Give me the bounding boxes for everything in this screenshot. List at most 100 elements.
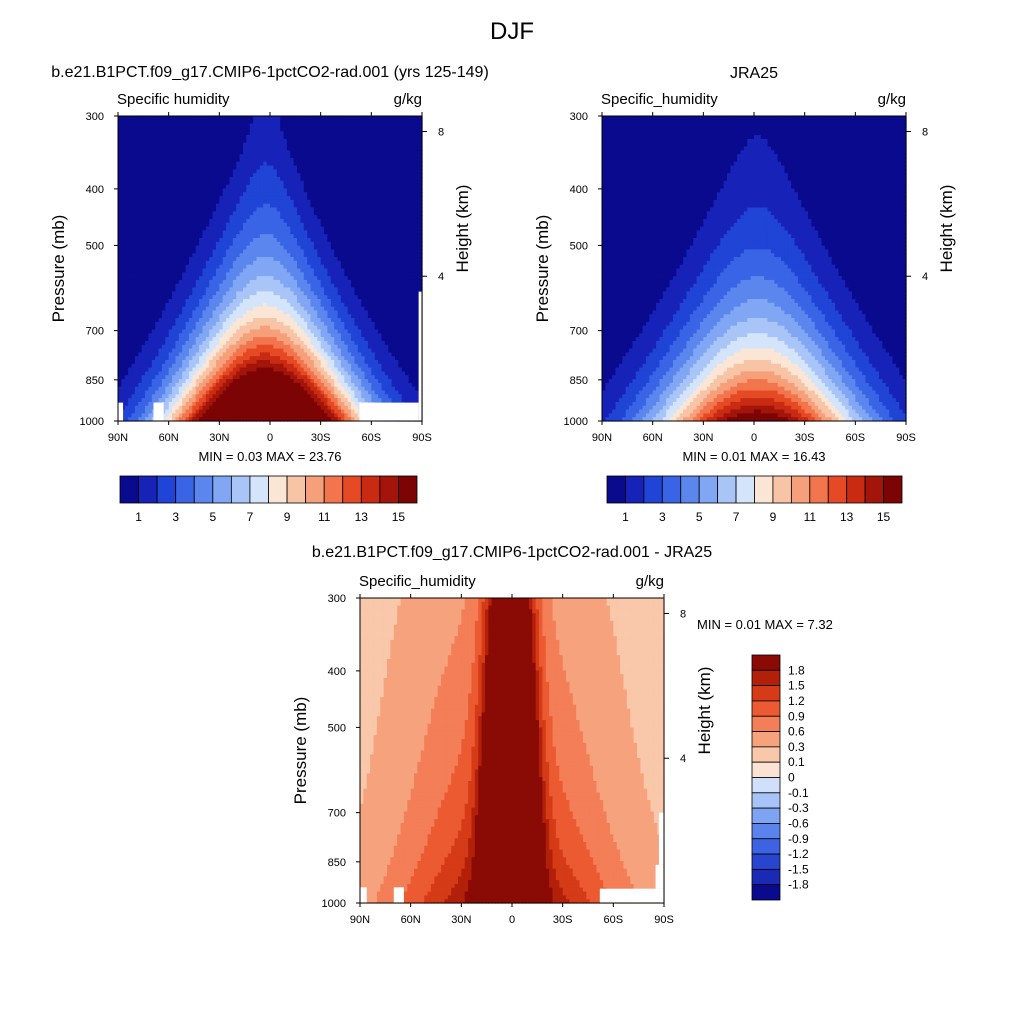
colorbar-label: 13	[355, 510, 369, 524]
colorbar-label: 0.9	[788, 709, 805, 723]
colorbar-box	[119, 475, 139, 504]
y-tick-label: 850	[570, 375, 588, 387]
colorbar-box	[735, 475, 755, 504]
y-tick-label: 300	[86, 111, 104, 123]
y-tick-label: 300	[570, 111, 588, 123]
colorbar-box	[751, 746, 781, 763]
y-tick-label: 300	[328, 593, 346, 605]
colorbar-box	[790, 475, 811, 504]
colorbar-box	[193, 475, 214, 504]
x-tick-label: 30N	[451, 914, 471, 926]
y-tick-label: 400	[570, 184, 588, 196]
colorbar-box	[751, 777, 781, 794]
y2-tick-label: 8	[438, 126, 444, 138]
axes: 90N 60N 30N 0 30S 60S 90S 300 400 500 700 850 1000 8 4…	[49, 64, 489, 464]
colorbar-box	[212, 475, 232, 504]
stats-text: MIN = 0.01 MAX = 7.32	[697, 617, 833, 632]
y-axis-label: Pressure (mb)	[533, 215, 552, 323]
panel-title: JRA25	[730, 65, 778, 82]
missing-data-mask	[360, 812, 664, 903]
colorbar-box	[751, 792, 781, 809]
x-tick-label: 60S	[604, 914, 624, 926]
x-tick-label: 30N	[693, 432, 713, 444]
colorbar-label: 9	[284, 510, 291, 524]
colorbar-box	[751, 823, 781, 840]
colorbar-box	[698, 475, 719, 504]
colorbar-label: 11	[804, 510, 817, 524]
x-tick-label: 90N	[108, 432, 128, 444]
contour-field	[360, 598, 665, 904]
colorbar-box	[305, 475, 325, 504]
colorbar-box	[398, 475, 418, 504]
colorbar-box	[249, 475, 269, 504]
y-tick-label: 500	[328, 722, 346, 734]
x-tick-label: 60N	[159, 432, 179, 444]
y2-axis-label: Height (km)	[453, 185, 472, 273]
variable-label: Specific_humidity	[601, 91, 718, 108]
colorbar-box	[772, 475, 792, 504]
x-tick-label: 60S	[846, 432, 866, 444]
colorbar-label: 0.6	[788, 725, 805, 739]
colorbar-label: 0	[788, 771, 795, 785]
axes: 90N 60N 30N 0 30S 60S 90S 300 400 500 700 850 1000 8 4…	[291, 544, 833, 926]
colorbar-box	[751, 807, 781, 824]
y-tick-label: 850	[86, 375, 104, 387]
x-tick-label: 0	[267, 432, 273, 444]
x-tick-label: 30S	[553, 914, 573, 926]
contour-field	[118, 116, 423, 422]
colorbar-label: -1.2	[788, 847, 809, 861]
colorbar-label: -0.6	[788, 816, 809, 830]
x-tick-label: 60S	[362, 432, 382, 444]
y2-tick-label: 4	[680, 753, 686, 765]
y-tick-label: 1000	[80, 416, 104, 428]
colorbar-label: 1	[622, 510, 629, 524]
y2-tick-label: 4	[922, 271, 928, 283]
colorbar-label: 1.5	[788, 679, 805, 693]
colorbar-label: 15	[877, 510, 891, 524]
colorbar-box	[286, 475, 307, 504]
y-tick-label: 1000	[564, 416, 588, 428]
colorbar-label: 1.2	[788, 694, 805, 708]
missing-data-mask	[118, 291, 422, 421]
x-tick-label: 30S	[795, 432, 815, 444]
y-tick-label: 400	[86, 184, 104, 196]
colorbar-label: 0.1	[788, 755, 805, 769]
colorbar-label: 5	[209, 510, 216, 524]
colorbar-box	[323, 475, 344, 504]
colorbar-box	[606, 475, 626, 504]
colorbar-label: 1	[135, 510, 142, 524]
colorbar-box	[751, 685, 781, 702]
colorbar-label: -1.8	[788, 878, 809, 892]
colorbar-box	[827, 475, 848, 504]
colorbar-label: 7	[247, 510, 254, 524]
colorbar-label: -1.5	[788, 862, 809, 876]
y-tick-label: 700	[86, 326, 104, 338]
colorbar-box	[751, 761, 781, 778]
stats-text: MIN = 0.01 MAX = 16.43	[682, 449, 825, 464]
colorbar-label: 15	[392, 510, 406, 524]
y-axis-label: Pressure (mb)	[291, 697, 310, 805]
page-title: DJF	[0, 18, 1024, 46]
colorbar-box	[661, 475, 682, 504]
y2-tick-label: 8	[680, 608, 686, 620]
colorbar-box	[751, 853, 781, 870]
colorbar-box	[342, 475, 362, 504]
colorbar-label: -0.3	[788, 801, 809, 815]
colorbar-box	[643, 475, 663, 504]
units-label: g/kg	[394, 91, 422, 108]
colorbar-box	[846, 475, 866, 504]
y2-axis-label: Height (km)	[937, 185, 956, 273]
colorbar-box	[138, 475, 158, 504]
colorbar-label: 3	[659, 510, 666, 524]
y2-axis-label: Height (km)	[695, 667, 714, 755]
colorbar-box	[751, 884, 781, 901]
x-tick-label: 0	[751, 432, 757, 444]
colorbar-box	[883, 475, 903, 504]
colorbar-label: 5	[696, 510, 703, 524]
colorbar-box	[809, 475, 829, 504]
colorbar-label: 9	[770, 510, 777, 524]
y-tick-label: 400	[328, 666, 346, 678]
x-tick-label: 90S	[896, 432, 916, 444]
x-tick-label: 90S	[412, 432, 432, 444]
